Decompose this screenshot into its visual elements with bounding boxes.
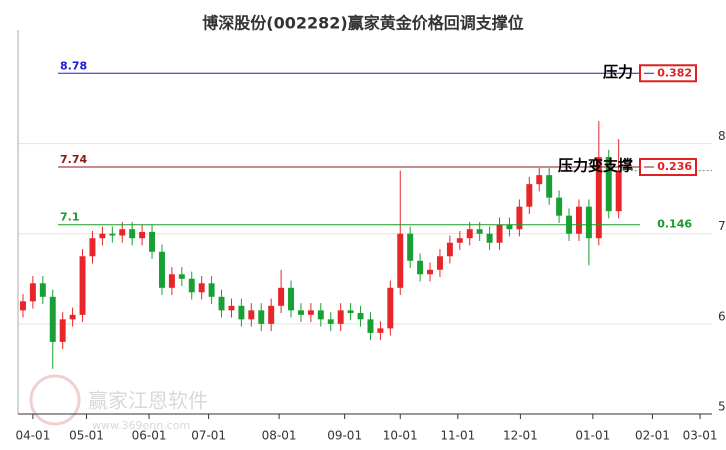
candle-body (149, 231, 156, 252)
watermark-url: www.369enn.com (92, 419, 190, 432)
candle-body (367, 319, 374, 333)
candle-body (109, 233, 116, 236)
candle-body (158, 251, 165, 288)
candle-body (496, 224, 503, 243)
candle-body (129, 229, 136, 239)
x-tick-label: 03-01 (683, 429, 718, 443)
level-ratio: 0.382 (657, 66, 692, 79)
candle-body (347, 310, 354, 314)
candle-body (575, 206, 582, 234)
candle-body (218, 296, 225, 311)
level-price: 7.74 (60, 153, 87, 166)
candle-body (139, 231, 146, 239)
candle-body (208, 283, 215, 297)
candle-body (278, 287, 285, 306)
candle-body (89, 238, 96, 257)
candle-body (238, 305, 245, 320)
candle-body (526, 184, 533, 207)
candle-body (79, 256, 86, 315)
candle-body (69, 314, 76, 320)
y-tick-label: 5 (718, 400, 726, 414)
y-tick-label: 8 (718, 129, 726, 143)
candle-body (417, 260, 424, 275)
x-tick-label: 11-01 (440, 429, 475, 443)
x-tick-label: 06-01 (132, 429, 167, 443)
candle-body (337, 310, 344, 324)
candle-body (59, 319, 66, 342)
candle-body (466, 229, 473, 239)
candle-body (119, 229, 126, 236)
x-tick-label: 09-01 (327, 429, 362, 443)
candle-body (307, 310, 314, 315)
candle-body (446, 242, 453, 257)
candle-body (228, 305, 235, 311)
candle-body (605, 157, 612, 212)
candle-body (297, 310, 304, 315)
x-tick-label: 12-01 (503, 429, 538, 443)
x-tick-label: 10-01 (383, 429, 418, 443)
candle-body (476, 229, 483, 234)
candle-body (288, 287, 295, 311)
x-tick-label: 04-01 (15, 429, 50, 443)
ratio-box (639, 64, 697, 83)
candle-body (29, 283, 36, 302)
candle-body (486, 233, 493, 243)
candle-body (99, 233, 106, 239)
candle-body (268, 305, 275, 324)
candle-body (178, 274, 185, 279)
watermark: 赢家江恩软件 (88, 389, 208, 413)
x-tick-label: 08-01 (262, 429, 297, 443)
candle-body (248, 310, 255, 320)
candle-body (39, 283, 46, 297)
candle-body (168, 274, 175, 288)
chart-title: 博深股份(002282)赢家黄金价格回调支撑位 (202, 14, 523, 33)
candle-body (357, 313, 364, 320)
candle-body (427, 269, 434, 275)
level-ratio: 0.236 (657, 160, 692, 173)
candle-body (407, 233, 414, 261)
candle-body (327, 319, 334, 324)
x-tick-label: 07-01 (191, 429, 226, 443)
candle-body (506, 224, 513, 230)
candle-body (19, 301, 26, 311)
candle-body (397, 233, 404, 288)
ratio-box (639, 158, 697, 177)
x-tick-label: 01-01 (575, 429, 610, 443)
candle-body (436, 256, 443, 270)
candle-body (585, 206, 592, 239)
candle-body (556, 197, 563, 216)
y-tick-label: 6 (718, 309, 726, 323)
x-tick-label: 05-01 (69, 429, 104, 443)
candle-body (377, 328, 384, 333)
y-tick-label: 7 (718, 219, 726, 233)
candle-body (516, 206, 523, 230)
level-price: 8.78 (60, 59, 87, 72)
candle-body (258, 310, 265, 324)
candle-body (456, 238, 463, 243)
watermark-logo (29, 374, 81, 426)
level-ratio: 0.146 (657, 218, 692, 231)
x-tick-label: 02-01 (635, 429, 670, 443)
candle-body (188, 278, 195, 293)
candle-body (198, 283, 205, 293)
candle-body (317, 310, 324, 320)
candle-body (615, 170, 622, 212)
level-note: 压力 (603, 63, 633, 81)
candle-body (595, 157, 602, 239)
candle-body (387, 287, 394, 329)
candle-body (49, 296, 56, 342)
level-note: 压力变支撑 (558, 157, 633, 175)
level-price: 7.1 (60, 211, 80, 224)
candle-body (546, 175, 553, 198)
candle-body (536, 175, 543, 185)
